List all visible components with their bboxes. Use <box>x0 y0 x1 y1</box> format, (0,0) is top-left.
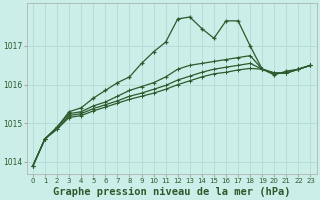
X-axis label: Graphe pression niveau de la mer (hPa): Graphe pression niveau de la mer (hPa) <box>53 186 291 197</box>
